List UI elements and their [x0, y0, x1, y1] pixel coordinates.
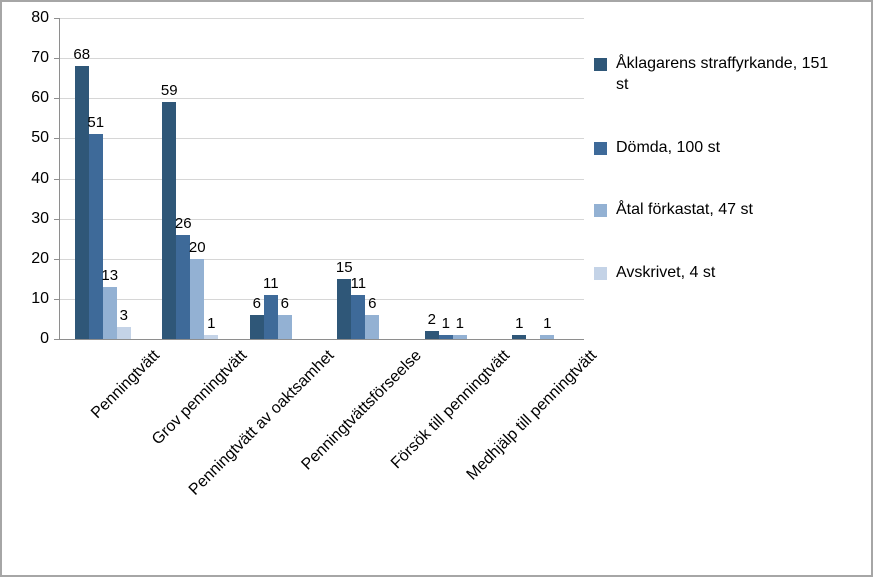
bar-value-label: 51: [87, 114, 105, 132]
bar: [452, 334, 467, 339]
gridline: [59, 98, 584, 100]
legend: Åklagarens straffyrkande, 151 st Dömda, 1…: [594, 54, 841, 284]
gridline: [59, 138, 584, 140]
x-axis-label: Penningtvätt av oaktsamhet: [186, 347, 338, 499]
legend-item: Åklagarens straffyrkande, 151 st: [594, 54, 841, 96]
bar: [277, 314, 292, 339]
y-axis-tick: [54, 178, 59, 180]
bar: [162, 102, 177, 339]
gridline: [59, 178, 584, 180]
bar-value-label: 2: [427, 310, 436, 328]
bar: [190, 258, 205, 339]
bar: [438, 334, 453, 339]
bar-value-label: 11: [350, 274, 367, 292]
y-axis-tick-label: 30: [31, 209, 49, 227]
legend-label: Avskrivet, 4 st: [616, 264, 716, 282]
bar: [540, 334, 555, 339]
bar: [351, 294, 366, 339]
bar-value-label: 11: [262, 274, 279, 292]
bar-value-label: 6: [252, 294, 261, 312]
gridline: [59, 18, 584, 19]
bar-value-label: 1: [543, 314, 552, 332]
y-axis-tick: [54, 138, 59, 140]
bar-value-label: 59: [160, 82, 178, 100]
x-axis-label: Penningtvätt: [87, 347, 163, 422]
legend-swatch-icon: [594, 141, 607, 155]
y-axis-tick-label: 40: [31, 169, 49, 187]
legend-swatch-icon: [594, 267, 607, 281]
bar: [176, 234, 191, 339]
y-axis-tick-label: 50: [31, 129, 49, 147]
gridline: [59, 218, 584, 220]
y-axis-line: [59, 18, 60, 339]
y-axis-tick: [54, 18, 59, 19]
y-axis-tick-label: 60: [31, 89, 49, 107]
bar: [337, 278, 352, 339]
legend-swatch-icon: [594, 58, 607, 71]
y-axis-tick-label: 10: [31, 289, 49, 307]
y-axis-tick: [54, 298, 59, 300]
bar-value-label: 13: [101, 266, 119, 284]
legend-item: Avskrivet, 4 st: [594, 263, 841, 284]
bar: [249, 314, 264, 339]
legend-swatch-icon: [594, 204, 607, 218]
bar-value-label: 15: [335, 258, 353, 276]
gridline: [59, 298, 584, 300]
x-axis-label: Grov penningtvätt: [148, 347, 251, 449]
bar-value-label: 68: [73, 46, 91, 64]
y-axis-tick-label: 70: [31, 49, 49, 67]
bar-value-label: 1: [441, 314, 450, 332]
bar-value-label: 1: [515, 314, 524, 332]
bar-value-label: 20: [188, 238, 206, 256]
bar: [102, 286, 117, 339]
bar-value-label: 3: [119, 306, 128, 324]
legend-label: Dömda, 100 st: [616, 138, 721, 156]
y-axis-tick: [54, 218, 59, 220]
bar: [74, 66, 89, 339]
bar: [424, 330, 439, 339]
bar-value-label: 1: [455, 314, 464, 332]
legend-item: Åtal förkastat, 47 st: [594, 200, 841, 221]
y-axis-tick-label: 20: [31, 249, 49, 267]
bar-value-label: 1: [207, 314, 216, 332]
y-axis-tick: [54, 339, 59, 340]
bar: [365, 314, 380, 339]
legend-label: Åtal förkastat, 47 st: [616, 201, 753, 219]
y-axis-tick: [54, 98, 59, 100]
legend-label: Åklagarens straffyrkande, 151 st: [616, 55, 829, 93]
bar: [204, 334, 219, 339]
gridline: [59, 258, 584, 260]
bar: [88, 134, 103, 339]
y-axis-tick-label: 0: [40, 330, 49, 347]
bar: [263, 294, 278, 339]
legend-item: Dömda, 100 st: [594, 138, 841, 159]
y-axis-tick-label: 80: [31, 9, 49, 26]
bar: [512, 334, 527, 339]
bar: [116, 326, 131, 339]
bar-value-label: 6: [368, 294, 377, 312]
bar-value-label: 6: [280, 294, 289, 312]
bar-value-label: 26: [174, 214, 192, 232]
x-axis-line: [59, 339, 584, 340]
y-axis-tick: [54, 258, 59, 260]
gridline: [59, 58, 584, 60]
y-axis-tick: [54, 58, 59, 60]
